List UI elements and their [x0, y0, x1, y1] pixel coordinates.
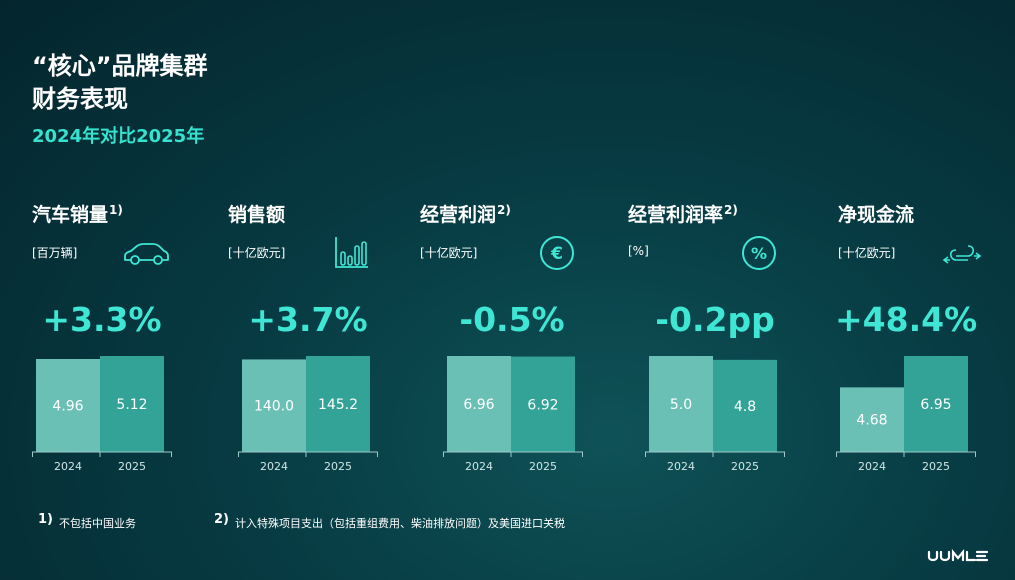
kpi-change: +48.4% [835, 300, 978, 339]
euro-icon: € [538, 234, 578, 272]
x-tick-label: 2024 [667, 460, 695, 473]
page-title: “核心”品牌集群 [32, 52, 208, 80]
bar-2025 [713, 359, 777, 452]
x-tick-label: 2025 [529, 460, 557, 473]
footnote-2: 2) 计入特殊项目支出（包括重组费用、柴油排放问题）及美国进口关税 [214, 512, 565, 531]
x-tick-label: 2024 [54, 460, 82, 473]
car-icon [122, 234, 169, 272]
footnote-text: 计入特殊项目支出（包括重组费用、柴油排放问题）及美国进口关税 [235, 517, 565, 530]
kpi-change: -0.2pp [655, 300, 775, 339]
footnote-ref: 1) [109, 203, 123, 217]
bar-chart: 4.96 2024 5.12 2025 [32, 348, 172, 478]
x-tick-label: 2024 [858, 460, 886, 473]
kpi-title-text: 净现金流 [838, 204, 915, 226]
kpi-change: +3.3% [42, 300, 162, 339]
bar-2025 [100, 356, 164, 452]
kpi-panel-operating-margin: 经营利润率2) [%] % -0.2pp 5.0 2024 4.8 2025 [628, 200, 798, 480]
bar-chart: 4.68 2024 6.95 2025 [836, 348, 976, 478]
bar-2025 [306, 356, 370, 452]
kpi-panel-net-cash-flow: 净现金流 [十亿欧元] +48.4% 4.68 2024 6.95 2025 [835, 200, 1008, 480]
footnote-mark: 1) [38, 512, 53, 527]
x-tick-label: 2024 [465, 460, 493, 473]
bar-value-label: 4.96 [52, 399, 83, 415]
kpi-title-text: 汽车销量 [32, 204, 109, 226]
x-tick-label: 2024 [260, 460, 288, 473]
bar-2024 [840, 387, 904, 452]
kpi-title: 经营利润率2) [628, 200, 738, 227]
kpi-title: 净现金流 [838, 200, 915, 227]
kpi-title: 销售额 [228, 200, 286, 227]
bar-value-label: 4.68 [856, 413, 887, 429]
bar-chart: 6.96 2024 6.92 2025 [443, 348, 583, 478]
kpi-title-text: 经营利润率 [628, 204, 724, 226]
bar-chart-svg: 6.96 2024 6.92 2025 [443, 356, 583, 473]
bar-value-label: 6.96 [463, 397, 494, 413]
bar-chart: 5.0 2024 4.8 2025 [645, 348, 785, 478]
kpi-unit: [十亿欧元] [420, 246, 478, 260]
kpi-title: 汽车销量1) [32, 200, 123, 227]
kpi-panel-revenue: 销售额 [十亿欧元] +3.7% 140.0 2024 145.2 2025 [228, 200, 398, 480]
percent-icon: % [740, 234, 780, 272]
bar-value-label: 4.8 [734, 399, 756, 415]
bar-2024 [447, 356, 511, 452]
kpi-change: +3.7% [248, 300, 368, 339]
bar-value-label: 145.2 [318, 397, 358, 413]
x-tick-label: 2025 [731, 460, 759, 473]
bar-chart-svg: 4.68 2024 6.95 2025 [836, 356, 976, 473]
bar-2025 [904, 356, 968, 452]
footnote-1: 1) 不包括中国业务 [38, 512, 136, 531]
bar-2024 [649, 356, 713, 452]
bar-chart-svg: 140.0 2024 145.2 2025 [238, 356, 378, 473]
title-block: “核心”品牌集群 财务表现 2024年对比2025年 [32, 50, 208, 148]
kpi-unit: [十亿欧元] [228, 246, 286, 260]
page-subtitle: 2024年对比2025年 [32, 126, 205, 147]
footnote-mark: 2) [214, 512, 229, 527]
kpi-title-text: 经营利润 [420, 204, 497, 226]
kpi-unit: [十亿欧元] [838, 246, 896, 260]
kpi-title-text: 销售额 [228, 204, 286, 226]
x-tick-label: 2025 [922, 460, 950, 473]
svg-text:€: € [550, 244, 563, 264]
bar-2024 [36, 359, 100, 452]
footnote-text: 不包括中国业务 [59, 517, 136, 530]
bar-value-label: 140.0 [254, 399, 294, 415]
kpi-panel-operating-profit: 经营利润2) [十亿欧元] € -0.5% 6.96 2024 6.92 2025 [420, 200, 590, 480]
bar-2024 [242, 359, 306, 452]
kpi-panel-vehicle-sales: 汽车销量1) [百万辆] +3.3% 4.96 2024 5.12 2025 [32, 200, 202, 480]
brand-logo-icon [927, 548, 989, 562]
bar-chart: 140.0 2024 145.2 2025 [238, 348, 378, 478]
x-tick-label: 2025 [118, 460, 146, 473]
bar-value-label: 6.95 [920, 397, 951, 413]
kpi-change: -0.5% [459, 300, 565, 339]
footnote-ref: 2) [497, 203, 511, 217]
bar-chart-icon [333, 234, 373, 272]
bar-value-label: 5.0 [670, 397, 692, 413]
bar-value-label: 6.92 [527, 397, 558, 413]
footnote-ref: 2) [724, 203, 738, 217]
bar-2025 [511, 356, 575, 452]
kpi-unit: [%] [628, 244, 649, 258]
page-title-line2: 财务表现 [32, 85, 128, 113]
kpi-title: 经营利润2) [420, 200, 511, 227]
x-tick-label: 2025 [324, 460, 352, 473]
bar-chart-svg: 4.96 2024 5.12 2025 [32, 356, 172, 473]
svg-text:%: % [751, 244, 767, 263]
bar-value-label: 5.12 [116, 397, 147, 413]
cash-flow-icon [942, 234, 982, 272]
kpi-unit: [百万辆] [32, 246, 78, 260]
bar-chart-svg: 5.0 2024 4.8 2025 [645, 356, 785, 473]
